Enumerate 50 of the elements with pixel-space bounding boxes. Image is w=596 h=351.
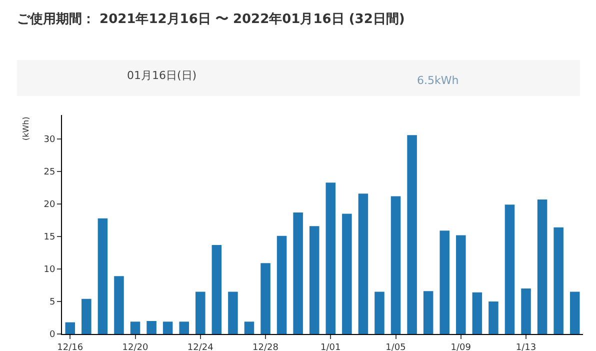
x-tick-label: 12/24 (187, 342, 214, 351)
bar (504, 204, 515, 334)
bar (276, 236, 287, 334)
bar (146, 321, 156, 334)
x-tick-label: 1/01 (320, 342, 341, 351)
x-tick-label: 1/05 (386, 342, 406, 351)
bar (293, 212, 303, 334)
info-panel: 01月16日(日) 6.5kWh (17, 60, 580, 96)
x-tick-label: 1/13 (516, 342, 536, 351)
bar (98, 218, 108, 334)
bar (260, 263, 270, 334)
y-tick-label: 0 (49, 330, 56, 340)
bar (228, 292, 238, 334)
x-tick-label: 12/20 (122, 342, 149, 351)
y-tick-label: 15 (44, 232, 56, 243)
bar (374, 292, 384, 334)
bar (390, 196, 401, 334)
bar (179, 322, 189, 334)
y-tick-label: 30 (44, 135, 56, 146)
x-tick-label: 12/28 (252, 342, 279, 351)
bar (162, 322, 173, 334)
bar (244, 322, 254, 334)
bar (309, 226, 320, 334)
bar (407, 135, 417, 334)
bar (456, 235, 466, 334)
bar (212, 244, 222, 334)
bar (554, 227, 564, 334)
bar (521, 288, 531, 334)
y-tick-label: 20 (44, 200, 56, 210)
chart-title: ご使用期間： 2021年12月16日 〜 2022年01月16日 (32日間) (17, 11, 405, 28)
bar (196, 292, 206, 334)
y-axis-title: (kWh) (22, 116, 31, 141)
bar (130, 322, 140, 334)
y-tick-label: 10 (44, 265, 56, 276)
bar (358, 194, 368, 334)
bar (537, 199, 548, 334)
x-tick-label: 12/16 (57, 342, 84, 351)
bar (65, 322, 76, 334)
y-tick-label: 25 (44, 168, 56, 178)
bar (326, 182, 336, 334)
bar (570, 292, 580, 334)
bar (488, 302, 498, 334)
bar (472, 292, 482, 334)
bar (342, 214, 352, 334)
bar (114, 276, 124, 334)
bar (440, 230, 450, 334)
bar (82, 298, 92, 334)
x-tick-label: 1/09 (450, 342, 472, 351)
bar (423, 291, 434, 334)
y-tick-label: 5 (49, 298, 56, 308)
